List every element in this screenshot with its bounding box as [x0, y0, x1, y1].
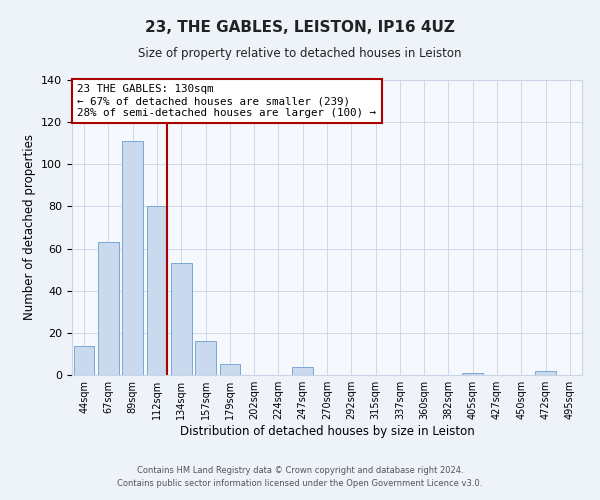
- Bar: [195, 342, 216, 375]
- Bar: [292, 366, 313, 375]
- Bar: [220, 364, 240, 375]
- Bar: [146, 206, 167, 375]
- Bar: [535, 371, 556, 375]
- Bar: [171, 264, 191, 375]
- X-axis label: Distribution of detached houses by size in Leiston: Distribution of detached houses by size …: [179, 425, 475, 438]
- Y-axis label: Number of detached properties: Number of detached properties: [23, 134, 35, 320]
- Bar: [74, 346, 94, 375]
- Bar: [98, 242, 119, 375]
- Bar: [463, 373, 483, 375]
- Text: 23 THE GABLES: 130sqm
← 67% of detached houses are smaller (239)
28% of semi-det: 23 THE GABLES: 130sqm ← 67% of detached …: [77, 84, 376, 117]
- Text: Contains HM Land Registry data © Crown copyright and database right 2024.
Contai: Contains HM Land Registry data © Crown c…: [118, 466, 482, 487]
- Text: Size of property relative to detached houses in Leiston: Size of property relative to detached ho…: [138, 48, 462, 60]
- Bar: [122, 141, 143, 375]
- Text: 23, THE GABLES, LEISTON, IP16 4UZ: 23, THE GABLES, LEISTON, IP16 4UZ: [145, 20, 455, 35]
